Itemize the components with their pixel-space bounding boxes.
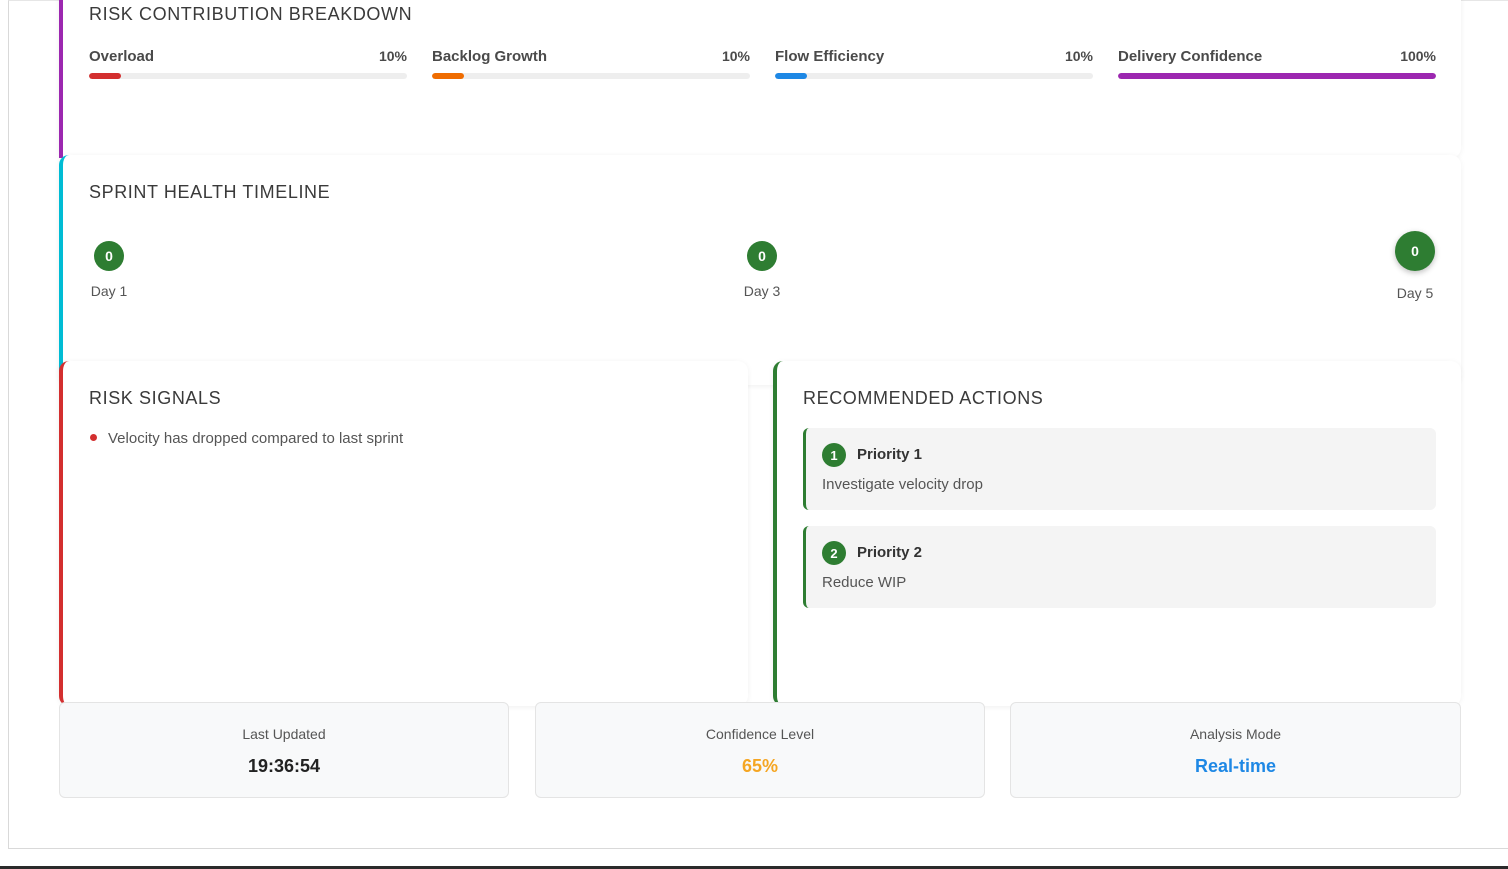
- priority-number-badge: 2: [822, 541, 846, 565]
- risk-signal-text: Velocity has dropped compared to last sp…: [108, 430, 404, 447]
- recommended-actions-title: RECOMMENDED ACTIONS: [803, 388, 1044, 408]
- action-title: Priority 1: [857, 446, 923, 463]
- metric-percent: 100%: [1400, 48, 1436, 64]
- risk-signals-card: RISK SIGNALS Velocity has dropped compar…: [59, 361, 748, 706]
- timeline-point-label: Day 3: [743, 283, 781, 299]
- action-item[interactable]: 1 Priority 1 Investigate velocity drop: [803, 428, 1436, 510]
- metric-progress-track: [775, 73, 1093, 79]
- stat-value: 19:36:54: [247, 756, 321, 776]
- timeline-point-value: 0: [94, 241, 124, 271]
- timeline-point-value: 0: [747, 241, 777, 271]
- metric-label: Delivery Confidence: [1118, 48, 1263, 65]
- risk-signals-title: RISK SIGNALS: [89, 388, 222, 408]
- timeline-point-day-5: 0 Day 5: [1395, 231, 1435, 301]
- action-title: Priority 2: [857, 544, 923, 561]
- metric-percent: 10%: [1064, 48, 1093, 64]
- timeline-point-label: Day 1: [90, 283, 128, 299]
- action-description: Investigate velocity drop: [822, 476, 983, 493]
- window-bottom-edge: [0, 866, 1508, 869]
- timeline-point-day-3: 0 Day 3: [742, 241, 782, 299]
- stat-label: Confidence Level: [705, 726, 815, 742]
- action-description: Reduce WIP: [822, 574, 907, 591]
- stat-label: Last Updated: [242, 726, 326, 742]
- risk-signal-item: Velocity has dropped compared to last sp…: [90, 430, 403, 447]
- stat-value: Real-time: [1194, 756, 1277, 776]
- metric-progress-track: [1118, 73, 1436, 79]
- stat-analysis-mode: Analysis Mode Real-time: [1010, 702, 1461, 798]
- metric-progress-fill: [432, 73, 464, 79]
- priority-number-badge: 1: [822, 443, 846, 467]
- timeline-point-value: 0: [1395, 231, 1435, 271]
- timeline-title: SPRINT HEALTH TIMELINE: [89, 182, 331, 202]
- stat-label: Analysis Mode: [1189, 726, 1282, 742]
- risk-breakdown-title: RISK CONTRIBUTION BREAKDOWN: [89, 4, 413, 24]
- bullet-icon: [90, 433, 97, 441]
- metric-label: Flow Efficiency: [775, 48, 885, 65]
- metric-percent: 10%: [721, 48, 750, 64]
- metric-label: Backlog Growth: [432, 48, 548, 65]
- metric-progress-fill: [775, 73, 807, 79]
- metric-progress-track: [89, 73, 407, 79]
- metric-progress-track: [432, 73, 750, 79]
- metric-label: Overload: [89, 48, 155, 65]
- metric-progress-fill: [89, 73, 121, 79]
- metric-percent: 10%: [378, 48, 407, 64]
- stat-last-updated: Last Updated 19:36:54: [59, 702, 509, 798]
- timeline-point-label: Day 5: [1396, 285, 1434, 301]
- timeline-point-day-1: 0 Day 1: [89, 241, 129, 299]
- metric-progress-fill: [1118, 73, 1436, 79]
- risk-breakdown-card: RISK CONTRIBUTION BREAKDOWN Overload 10%…: [59, 0, 1461, 158]
- stat-value: 65%: [741, 756, 779, 776]
- recommended-actions-card: RECOMMENDED ACTIONS 1 Priority 1 Investi…: [773, 361, 1461, 706]
- sprint-timeline-card: SPRINT HEALTH TIMELINE 0 Day 1 0 Day 3 0…: [59, 155, 1461, 385]
- stat-confidence-level: Confidence Level 65%: [535, 702, 985, 798]
- action-item[interactable]: 2 Priority 2 Reduce WIP: [803, 526, 1436, 608]
